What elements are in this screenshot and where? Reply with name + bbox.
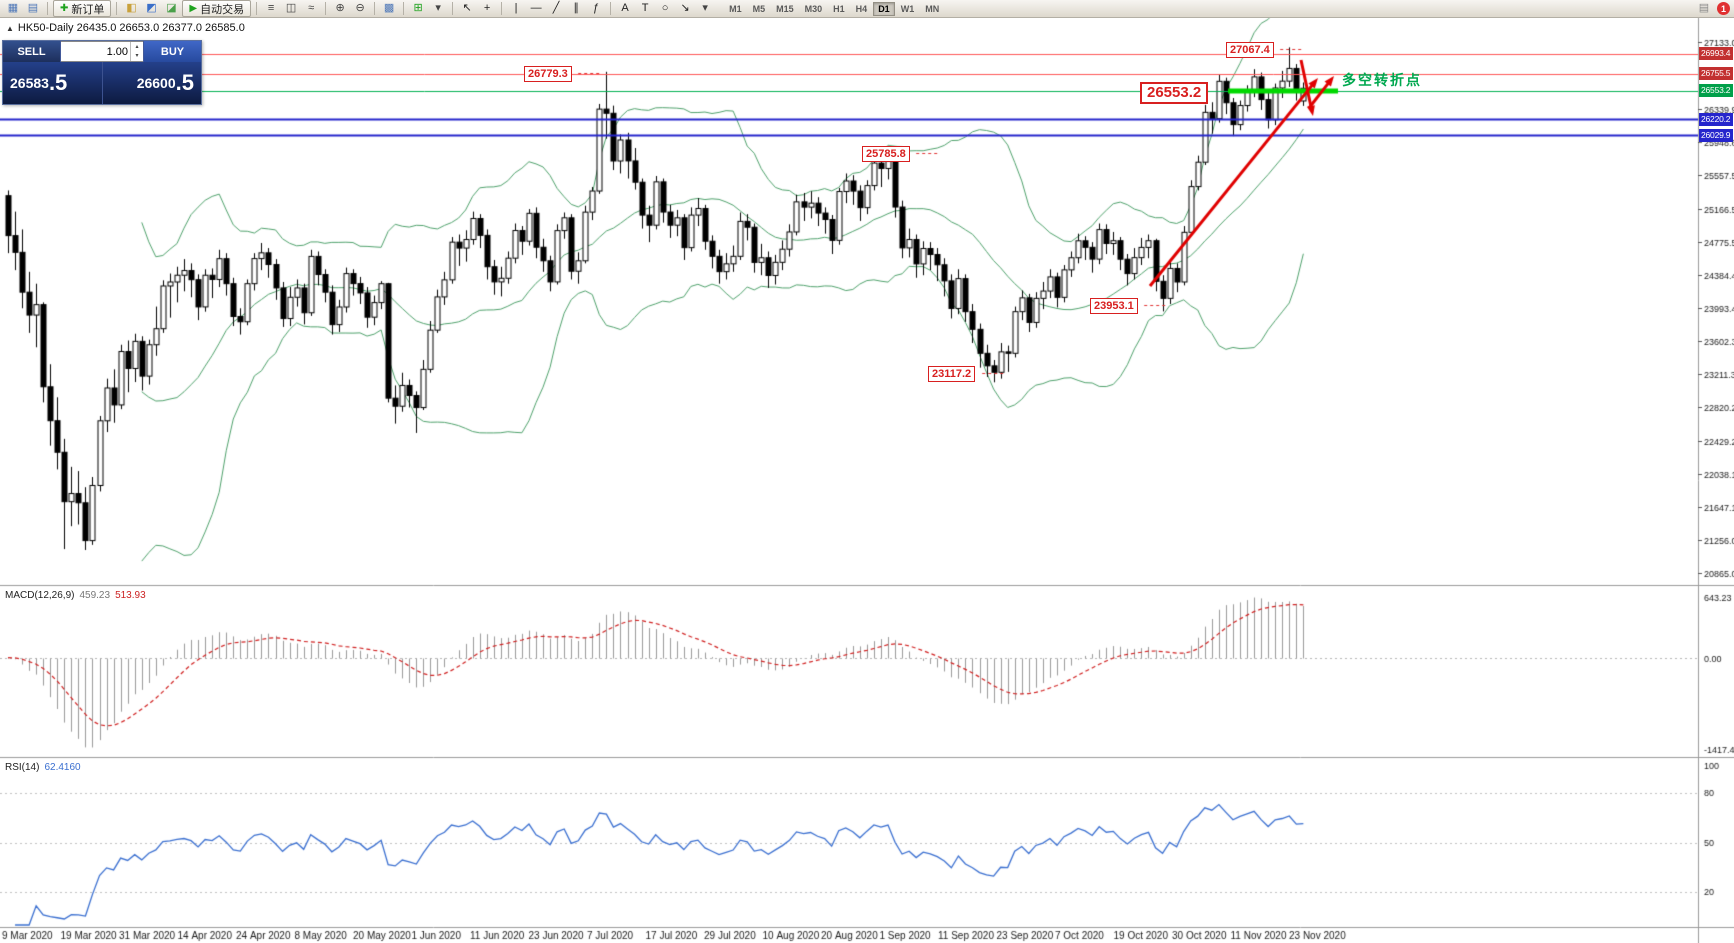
axis-price-tag: 26755.5 [1699,67,1733,81]
navigator-icon[interactable]: ◪ [166,2,177,14]
cursor-icon[interactable]: ↖ [462,2,472,14]
axis-price-tag: 26220.2 [1699,112,1733,126]
rsi-label: RSI(14) 62.4160 [5,762,81,773]
timeframe-m15[interactable]: M15 [776,3,794,14]
price-annotation: 27067.4 [1226,42,1274,58]
indicators-icon[interactable]: ⊞ [413,2,423,14]
macd-label: MACD(12,26,9) 459.23 513.93 [5,590,146,601]
sell-button[interactable]: SELL [3,41,61,62]
toolbar-separator [374,2,376,15]
volume-field: ▴ ▾ [61,41,143,62]
timeframe-group: M1 M5 M15 M30 H1 H4 D1 W1 MN [724,1,944,16]
toolbar: ▦ ▤ ✚ 新订单 ◧ ◩ ◪ ▶ 自动交易 ≡ ◫ ≈ ⊕ ⊖ ▩ ⊞ ▾ ↖ + | — ╱ ∥ ƒ A T ○ ↘ ▾ M1 M5 M1… [0,0,1734,18]
horizontal-line-icon[interactable]: — [530,2,542,14]
timeframe-m30[interactable]: M30 [804,3,823,14]
vertical-line-icon[interactable]: | [514,2,518,14]
toolbar-separator [325,2,327,15]
timeframe-d1[interactable]: D1 [873,1,895,16]
new-order-button-label: 新订单 [71,3,105,16]
zoom-out-icon[interactable]: ⊖ [355,2,365,14]
text-label-icon[interactable]: T [641,2,649,14]
text-icon[interactable]: A [621,2,629,14]
volume-down-icon[interactable]: ▾ [135,53,139,60]
axis-price-tag: 26993.4 [1699,47,1733,61]
market-watch-icon[interactable]: ◧ [126,2,137,14]
crosshair-icon[interactable]: + [483,2,491,14]
notification-badge[interactable]: 1 [1717,2,1730,15]
price-annotation: 26779.3 [524,66,572,82]
toolbar-separator [610,2,612,15]
line-chart-mode-icon[interactable]: ≈ [308,2,315,14]
axis-price-tag: 26553.2 [1699,84,1733,98]
timeframe-h1[interactable]: H1 [833,3,845,14]
shapes-icon[interactable]: ○ [661,2,669,14]
timeframe-m5[interactable]: M5 [752,3,766,14]
volume-up-icon[interactable]: ▴ [135,43,139,50]
chart-title-text: HK50-Daily 26435.0 26653.0 26377.0 26585… [17,22,245,34]
chart-title: ▲ HK50-Daily 26435.0 26653.0 26377.0 265… [6,22,245,34]
timeframe-m1[interactable]: M1 [729,3,742,14]
new-order-button-icon: ✚ [60,3,69,14]
toolbar-separator [256,2,258,15]
autotrading-button[interactable]: ▶ 自动交易 [182,0,252,17]
trendline-icon[interactable]: ╱ [552,2,560,14]
new-order-button[interactable]: ✚ 新订单 [53,0,112,17]
fibonacci-icon[interactable]: ƒ [593,2,600,14]
data-window-icon[interactable]: ◩ [146,2,157,14]
trade-panel-prices: 26583.5 26600.5 [3,62,201,104]
arrows-dropdown-icon[interactable]: ▾ [702,2,708,14]
toolbar-separator [501,2,503,15]
axis-price-tag: 26029.9 [1699,128,1733,142]
new-chart-icon[interactable]: ▦ [7,2,19,14]
toolbar-overflow-icon[interactable]: ▤ [1698,2,1710,14]
timeframe-w1[interactable]: W1 [900,3,915,14]
timeframe-mn[interactable]: MN [925,3,940,14]
price-annotation: 25785.8 [862,146,910,162]
buy-price[interactable]: 26600.5 [101,62,202,104]
chart-canvas[interactable] [0,18,1734,943]
indicators-dropdown-icon[interactable]: ▾ [435,2,441,14]
tile-windows-icon[interactable]: ▩ [383,2,395,14]
trade-panel-controls: SELL ▴ ▾ BUY [3,41,201,62]
volume-stepper: ▴ ▾ [130,42,143,61]
collapse-panel-icon[interactable]: ▲ [6,23,14,33]
price-annotation: 23953.1 [1090,298,1138,314]
arrows-tool-icon[interactable]: ↘ [680,2,690,14]
zoom-in-icon[interactable]: ⊕ [335,2,345,14]
bar-chart-mode-icon[interactable]: ≡ [267,2,275,14]
toolbar-separator [452,2,454,15]
volume-input[interactable] [61,42,130,61]
autotrading-button-icon: ▶ [189,3,198,14]
timeframe-h4[interactable]: H4 [855,3,868,14]
toolbar-right-group: ▤ 1 [1695,2,1730,16]
channel-icon[interactable]: ∥ [573,2,579,14]
one-click-trading-panel: SELL ▴ ▾ BUY 26583.5 26600.5 [2,40,202,105]
buy-button[interactable]: BUY [143,41,201,62]
toolbar-separator [47,2,48,15]
toolbar-separator [403,2,405,15]
candlestick-mode-icon[interactable]: ◫ [285,2,297,14]
sell-price[interactable]: 26583.5 [10,70,68,95]
toolbar-separator [116,2,118,15]
note-annotation: 多空转折点 [1342,72,1422,88]
price-annotation: 26553.2 [1140,82,1209,104]
autotrading-button-label: 自动交易 [200,3,245,16]
chart-profiles-icon[interactable]: ▤ [27,2,39,14]
price-annotation: 23117.2 [928,366,976,382]
